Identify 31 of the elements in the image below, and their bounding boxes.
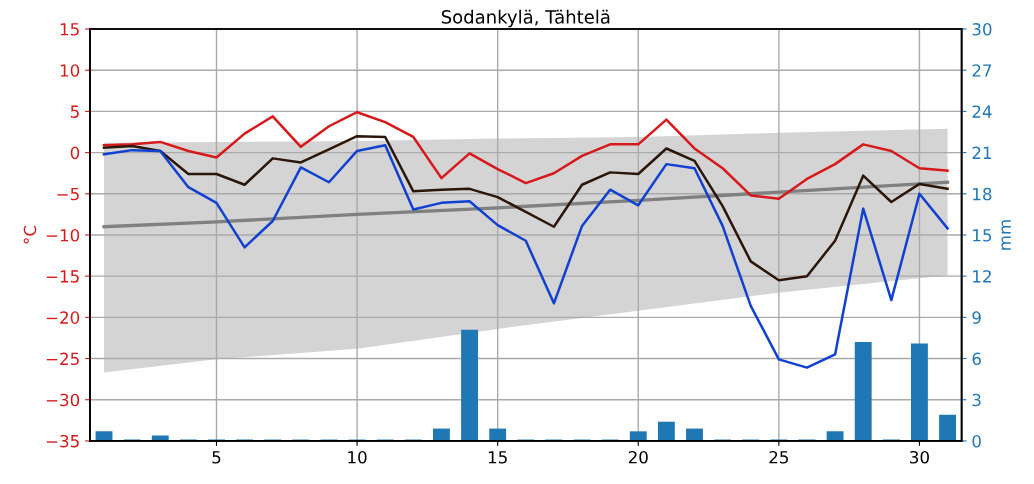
y-tick-label: 5 (70, 105, 79, 118)
y-tick-label: −30 (46, 393, 80, 407)
y-tick-label: −10 (46, 228, 80, 242)
y-tick-label: −20 (46, 311, 80, 324)
y-tick-label: −15 (46, 270, 79, 283)
y2-tick-label: 0 (972, 434, 981, 448)
y-tick-label: 0 (70, 146, 80, 160)
y-tick-label: 15 (60, 23, 79, 36)
x-tick-label: 30 (910, 450, 929, 464)
chart-title: Sodankylä, Tähtelä (441, 9, 610, 28)
y-tick-label: −35 (46, 434, 79, 448)
x-tick-label: 20 (628, 450, 648, 464)
y2-tick-label: 21 (972, 146, 992, 159)
y2-tick-label: 6 (972, 352, 981, 366)
x-tick-label: 15 (488, 451, 507, 464)
y-axis-title: °C (23, 225, 37, 244)
y2-tick-label: 18 (973, 187, 992, 201)
y2-tick-label: 24 (972, 105, 992, 118)
y2-tick-label: 27 (972, 64, 992, 77)
y2-tick-label: 12 (973, 270, 991, 283)
x-tick-label: 25 (769, 450, 788, 464)
y-tick-label: 10 (60, 64, 80, 77)
y2-tick-label: 15 (973, 229, 992, 242)
y-tick-label: −5 (57, 187, 79, 201)
y-tick-label: −25 (46, 352, 79, 366)
y2-tick-label: 9 (972, 311, 981, 324)
y2-tick-label: 3 (972, 393, 981, 407)
x-tick-label: 10 (348, 450, 367, 464)
y2-axis-title: mm (1001, 220, 1011, 250)
x-tick-label: 5 (212, 451, 221, 464)
y2-tick-label: 30 (972, 23, 992, 36)
